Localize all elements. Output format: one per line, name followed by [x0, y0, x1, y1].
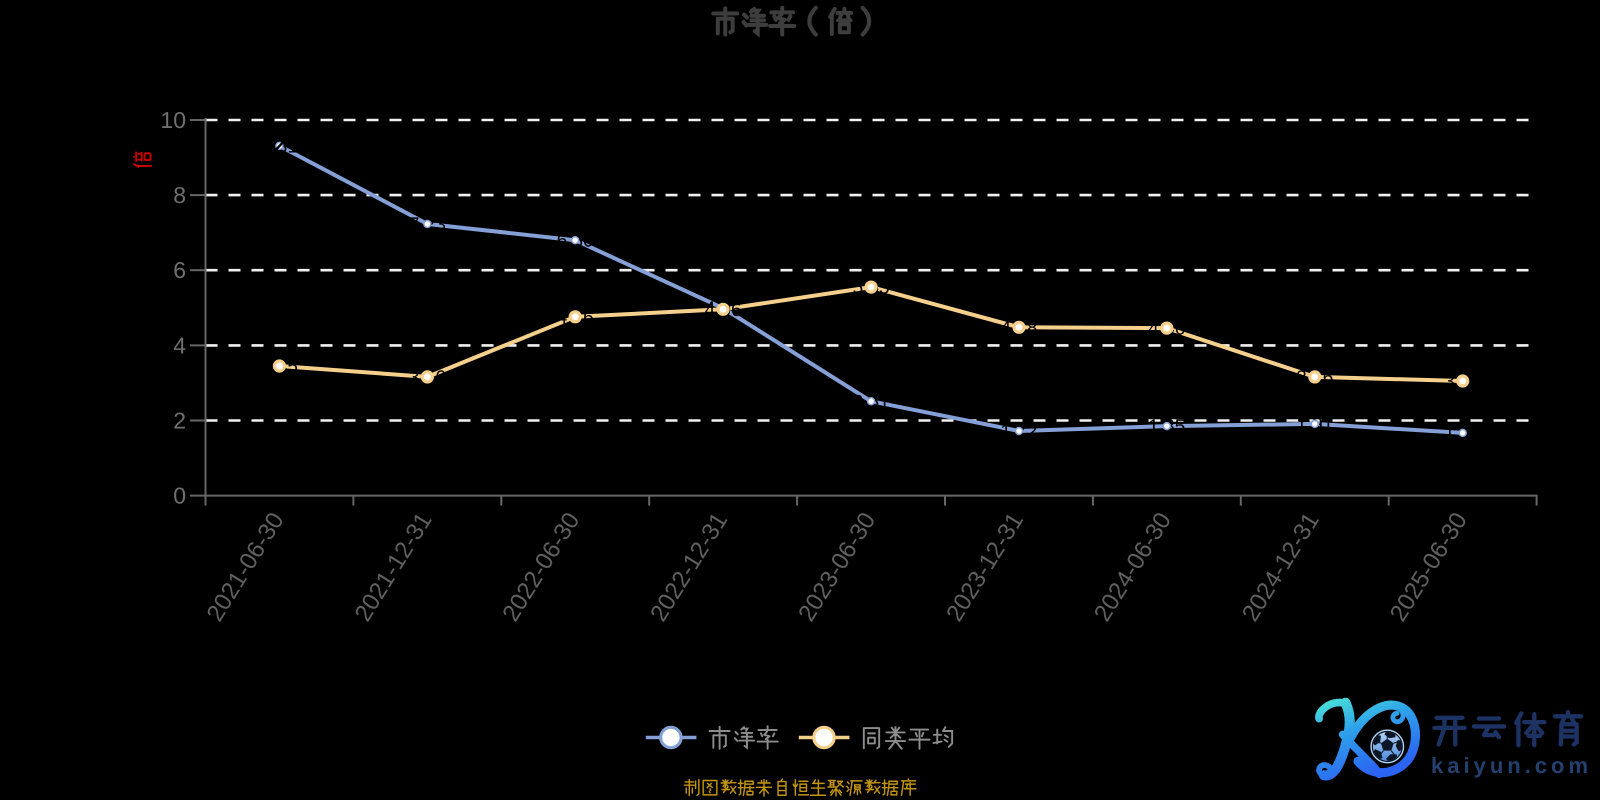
svg-text:kaiyun.com: kaiyun.com — [1431, 753, 1592, 778]
svg-text:6: 6 — [173, 257, 186, 283]
svg-text:2: 2 — [173, 408, 186, 434]
svg-text:0: 0 — [173, 483, 186, 509]
svg-text:8: 8 — [173, 182, 186, 208]
svg-text:4: 4 — [173, 332, 186, 358]
svg-text:10: 10 — [160, 107, 186, 133]
